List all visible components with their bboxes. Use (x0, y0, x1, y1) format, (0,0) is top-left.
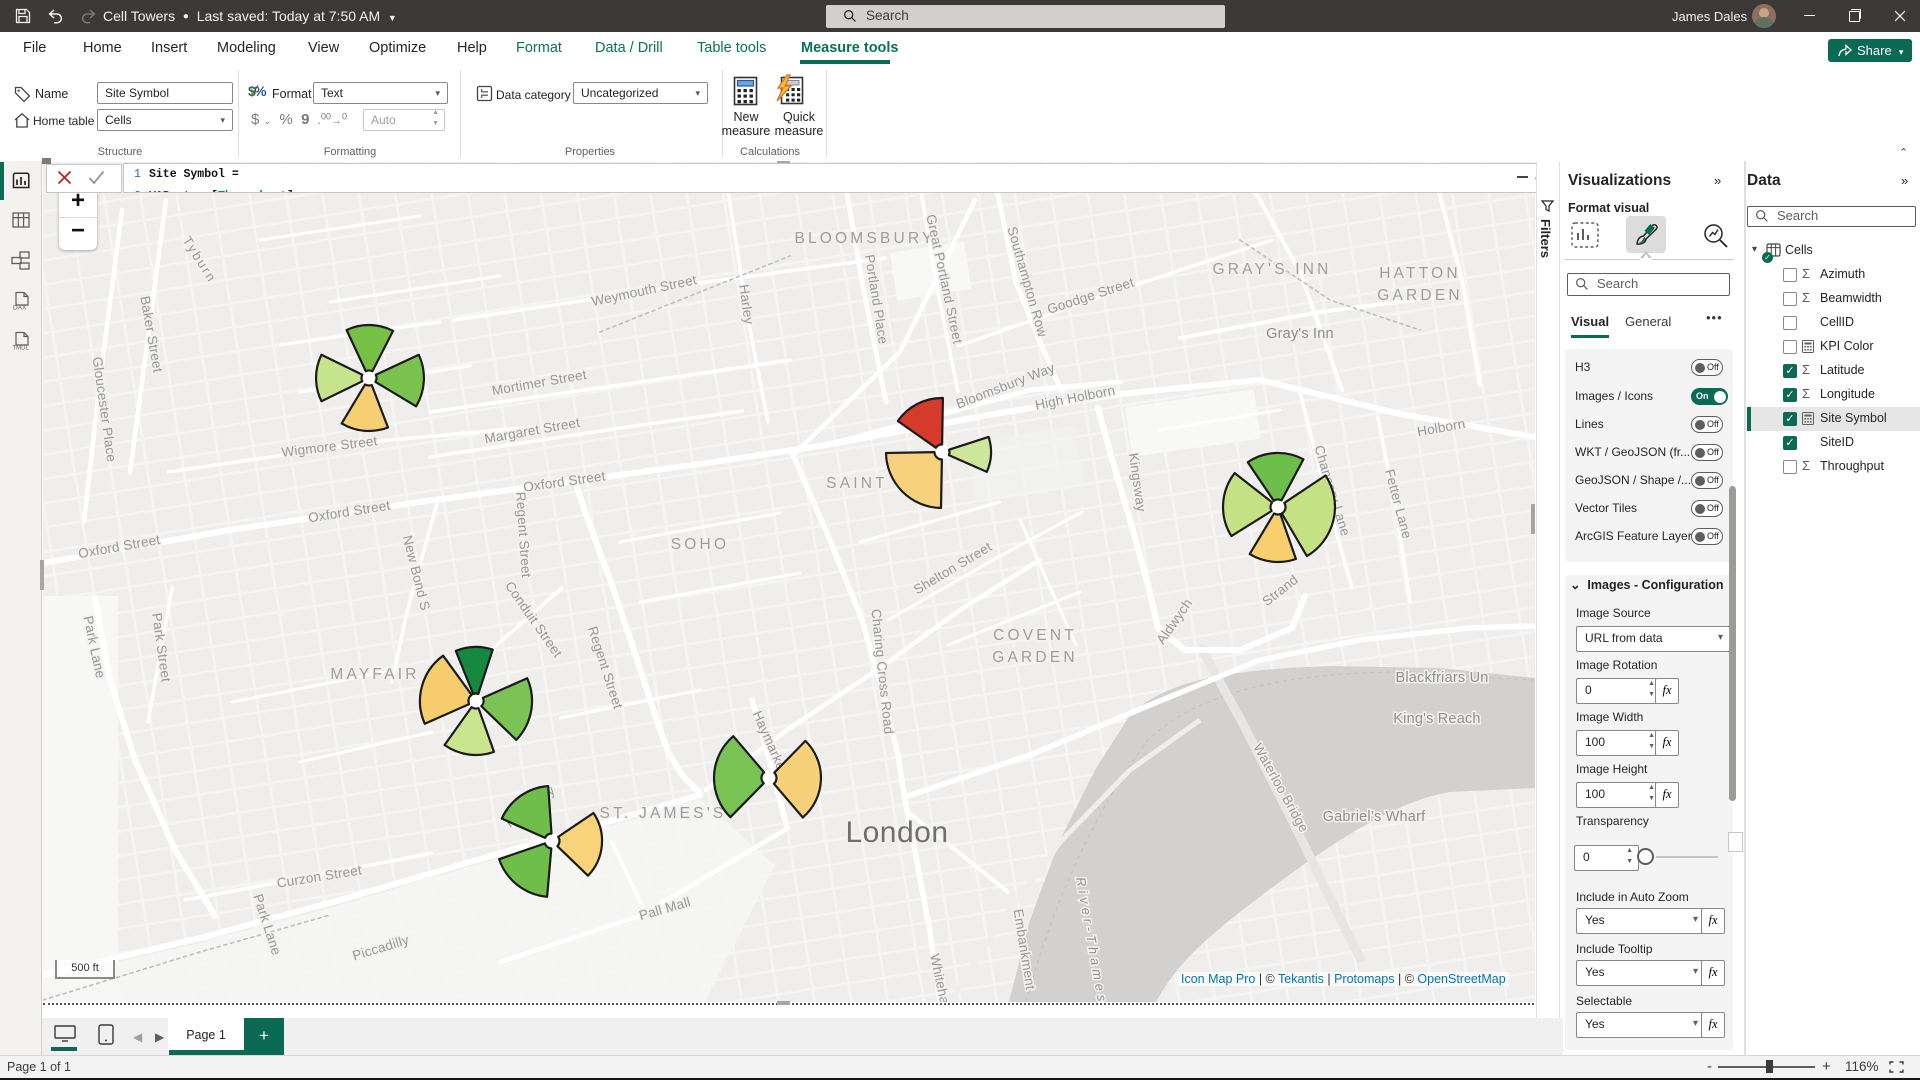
svg-text:ST. JAMES'S: ST. JAMES'S (600, 805, 727, 822)
svg-text:GARDEN: GARDEN (1377, 287, 1463, 304)
svg-text:SOHO: SOHO (671, 536, 729, 553)
svg-text:COVENT: COVENT (993, 627, 1077, 644)
svg-text:DAX: DAX (13, 305, 27, 312)
svg-text:MAYFAIR: MAYFAIR (330, 666, 419, 683)
svg-text:HATTON: HATTON (1379, 265, 1461, 282)
svg-text:Gray's Inn: Gray's Inn (1266, 326, 1334, 342)
svg-text:Gabriel’s Wharf: Gabriel’s Wharf (1323, 809, 1426, 825)
svg-text:GRAY'S INN: GRAY'S INN (1212, 261, 1331, 278)
svg-text:BLOOMSBURY: BLOOMSBURY (794, 230, 935, 247)
svg-text:Blackfriars Un: Blackfriars Un (1395, 670, 1488, 686)
svg-text:GARDEN: GARDEN (992, 649, 1078, 666)
svg-text:London: London (845, 816, 948, 849)
svg-text:King's Reach: King's Reach (1393, 711, 1480, 727)
svg-text:Harley: Harley (736, 283, 756, 325)
svg-text:TMDL: TMDL (13, 346, 30, 352)
